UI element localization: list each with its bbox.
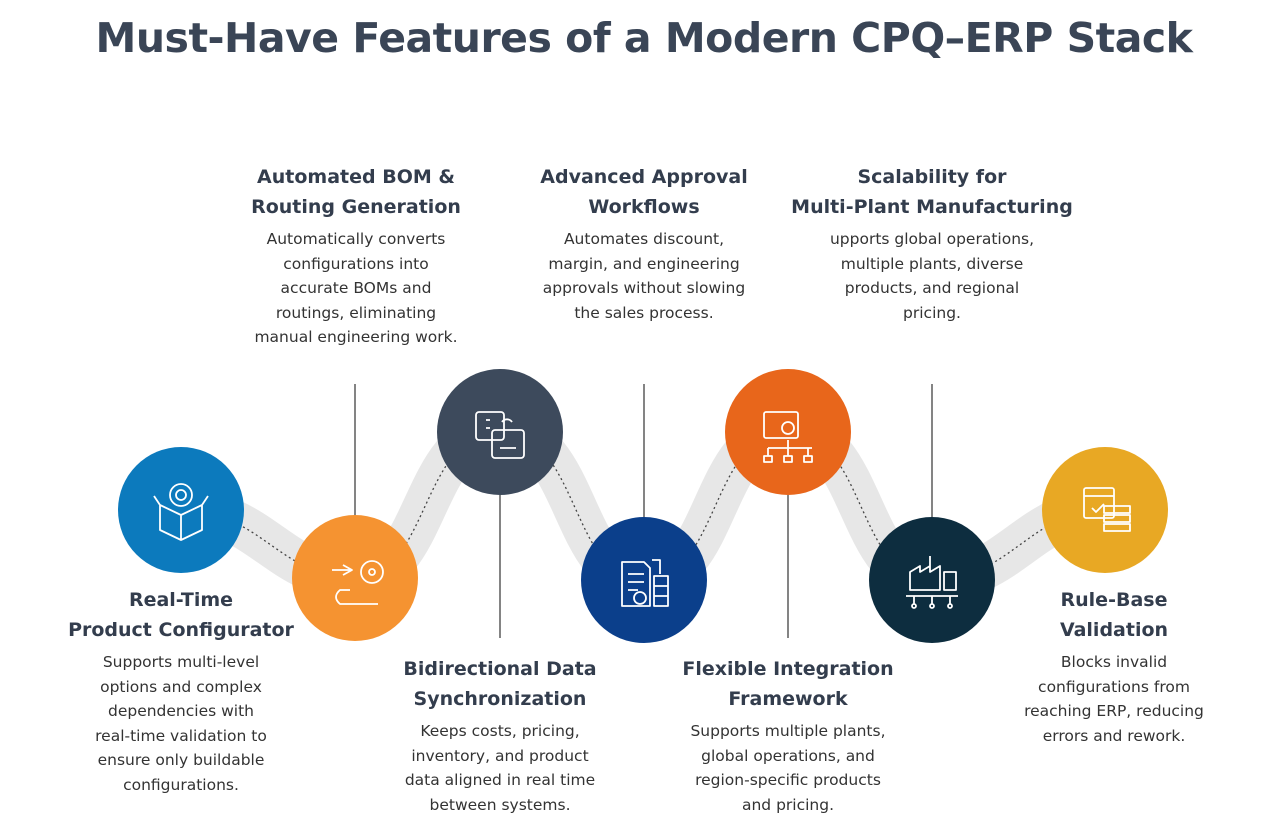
description-line: between systems. xyxy=(429,795,571,814)
title-line: Routing Generation xyxy=(251,196,461,218)
description-line: configurations into xyxy=(283,254,429,273)
circle xyxy=(1042,447,1168,573)
description-line: configurations from xyxy=(1038,677,1190,696)
icons xyxy=(153,411,1131,609)
feature-description: Supports multi-level options and complex d… xyxy=(31,650,331,797)
feature-title: Automated BOM & Routing Generation xyxy=(206,162,506,222)
title-line: Bidirectional Data xyxy=(403,658,597,680)
title-line: Automated BOM & xyxy=(257,166,455,188)
description-line: data aligned in real time xyxy=(404,771,596,789)
circle xyxy=(581,517,707,643)
description-line: and pricing. xyxy=(741,795,835,814)
plant-icon xyxy=(906,556,958,609)
description-line: region-specific products xyxy=(695,771,881,789)
feature-description: Blocks invalid configurations from reachin… xyxy=(964,650,1264,748)
description-line: Blocks invalid xyxy=(1060,653,1168,671)
description-line: real-time validation to xyxy=(95,726,267,745)
description-line: routings, eliminating xyxy=(275,303,437,322)
title-line: Real-Time xyxy=(128,589,234,611)
title-line: Advanced Approval xyxy=(540,166,748,188)
circle xyxy=(292,515,418,641)
title-line: Framework xyxy=(728,688,848,710)
description-line: inventory, and product xyxy=(411,746,589,765)
feature: Advanced Approval Workflows Automates disc… xyxy=(494,162,794,325)
feature-title: Flexible Integration Framework xyxy=(638,654,938,714)
sync-icon xyxy=(475,411,525,459)
feature-description: upports global operations, multiple plant… xyxy=(782,227,1082,325)
pointer-lines xyxy=(354,384,933,638)
title-line: Multi-Plant Manufacturing xyxy=(791,196,1073,218)
description-line: upports global operations, xyxy=(829,230,1035,248)
description-line: multiple plants, diverse xyxy=(840,254,1024,273)
doc-icon xyxy=(621,559,669,607)
validation-icon xyxy=(1083,487,1131,532)
description-line: Supports multi-level xyxy=(102,653,260,671)
description-line: Supports multiple plants, xyxy=(690,722,886,740)
title-line: Product Configurator xyxy=(68,619,294,641)
box-gear-icon xyxy=(153,483,209,541)
description-line: products, and regional xyxy=(844,279,1020,297)
description-line: the sales process. xyxy=(574,303,714,322)
description-line: reaching ERP, reducing xyxy=(1024,702,1204,720)
feature-title: Bidirectional Data Synchronization xyxy=(350,654,650,714)
description-line: pricing. xyxy=(903,303,961,322)
feature: Rule-Base Validation Blocks invalid configu… xyxy=(964,585,1264,748)
feature-title: Real-Time Product Configurator xyxy=(31,585,331,645)
title-line: Flexible Integration xyxy=(682,658,894,680)
title-line: Validation xyxy=(1059,619,1169,641)
title-line: Scalability for xyxy=(857,166,1007,188)
route-icon xyxy=(332,560,384,605)
feature: Flexible Integration Framework Supports mu… xyxy=(638,654,938,817)
description-line: ensure only buildable xyxy=(97,751,265,769)
circle xyxy=(725,369,851,495)
description-line: Keeps costs, pricing, xyxy=(420,722,580,740)
description-line: approvals without slowing xyxy=(542,279,746,297)
feature-description: Automates discount, margin, and engineeri… xyxy=(494,227,794,325)
description-line: errors and rework. xyxy=(1042,726,1186,745)
feature-title: Scalability for Multi-Plant Manufacturing xyxy=(782,162,1082,222)
feature-description: Keeps costs, pricing, inventory, and prod… xyxy=(350,719,650,817)
feature-description: Supports multiple plants, global operatio… xyxy=(638,719,938,817)
title-line: Synchronization xyxy=(413,688,587,710)
description-line: global operations, and xyxy=(701,746,875,765)
description-line: options and complex xyxy=(100,677,262,696)
circle xyxy=(118,447,244,573)
feature: Scalability for Multi-Plant Manufacturing… xyxy=(782,162,1082,325)
page-title: Must-Have Features of a Modern CPQ–ERP S… xyxy=(95,14,1193,62)
description-line: Automates discount, xyxy=(563,230,725,248)
feature-title: Advanced Approval Workflows xyxy=(494,162,794,222)
title-line: Workflows xyxy=(588,196,700,218)
circle xyxy=(869,517,995,643)
feature: Real-Time Product Configurator Supports mu… xyxy=(31,585,331,797)
title-line: Rule-Base xyxy=(1060,589,1168,611)
feature-title: Rule-Base Validation xyxy=(964,585,1264,645)
circle xyxy=(437,369,563,495)
flow-icon xyxy=(763,411,813,463)
description-line: dependencies with xyxy=(107,702,255,720)
feature: Bidirectional Data Synchronization Keeps c… xyxy=(350,654,650,817)
description-line: manual engineering work. xyxy=(254,328,458,346)
feature-description: Automatically converts configurations int… xyxy=(206,227,506,350)
description-line: configurations. xyxy=(123,775,239,794)
description-line: margin, and engineering xyxy=(548,254,740,273)
feature: Automated BOM & Routing Generation Automat… xyxy=(206,162,506,350)
description-line: accurate BOMs and xyxy=(280,279,432,297)
description-line: Automatically converts xyxy=(266,230,446,248)
